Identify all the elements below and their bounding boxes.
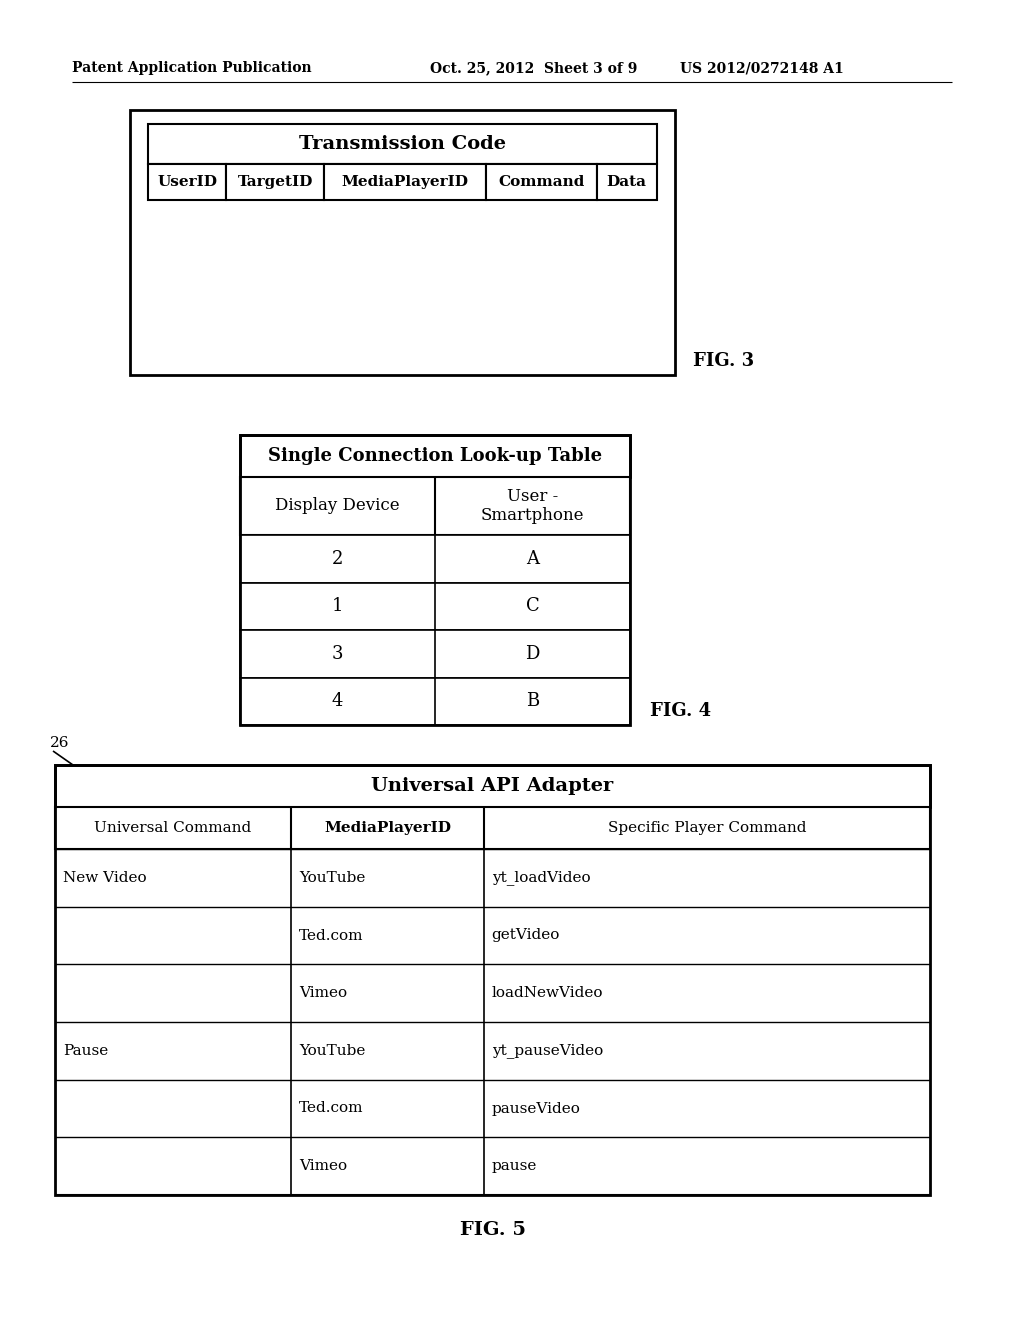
Bar <box>597 164 657 201</box>
Bar <box>485 164 597 201</box>
Text: Specific Player Command: Specific Player Command <box>607 821 806 836</box>
Text: loadNewVideo: loadNewVideo <box>492 986 603 1001</box>
Text: Vimeo: Vimeo <box>299 986 347 1001</box>
Text: Universal Command: Universal Command <box>94 821 252 836</box>
Text: pauseVideo: pauseVideo <box>492 1101 581 1115</box>
Text: Transmission Code: Transmission Code <box>299 135 506 153</box>
Text: Vimeo: Vimeo <box>299 1159 347 1173</box>
Text: YouTube: YouTube <box>299 1044 366 1057</box>
Text: UserID: UserID <box>157 176 217 189</box>
Text: 26: 26 <box>50 737 70 750</box>
Text: Ted.com: Ted.com <box>299 928 364 942</box>
Bar <box>148 164 226 201</box>
Bar <box>240 582 630 630</box>
Text: Display Device: Display Device <box>275 498 399 515</box>
Text: Data: Data <box>607 176 647 189</box>
Bar <box>226 164 325 201</box>
Text: 4: 4 <box>332 692 343 710</box>
Text: B: B <box>526 692 539 710</box>
Bar <box>130 110 675 375</box>
Text: A: A <box>526 549 539 568</box>
Text: Ted.com: Ted.com <box>299 1101 364 1115</box>
Text: FIG. 5: FIG. 5 <box>460 1221 525 1239</box>
Text: MediaPlayerID: MediaPlayerID <box>324 821 451 836</box>
Text: User -
Smartphone: User - Smartphone <box>480 487 585 524</box>
Text: US 2012/0272148 A1: US 2012/0272148 A1 <box>680 61 844 75</box>
Text: D: D <box>525 644 540 663</box>
Text: Universal API Adapter: Universal API Adapter <box>372 777 613 795</box>
Text: New Video: New Video <box>63 871 146 884</box>
Text: FIG. 4: FIG. 4 <box>650 702 711 719</box>
Text: yt_loadVideo: yt_loadVideo <box>492 870 591 886</box>
Text: MediaPlayerID: MediaPlayerID <box>342 176 469 189</box>
Bar <box>240 436 630 477</box>
Text: Patent Application Publication: Patent Application Publication <box>72 61 311 75</box>
Text: Oct. 25, 2012  Sheet 3 of 9: Oct. 25, 2012 Sheet 3 of 9 <box>430 61 637 75</box>
Bar <box>240 436 630 725</box>
Bar <box>240 477 630 535</box>
Bar <box>55 766 930 1195</box>
Bar <box>55 766 930 807</box>
Text: Pause: Pause <box>63 1044 109 1057</box>
Text: C: C <box>525 597 540 615</box>
Bar <box>325 164 485 201</box>
Text: 2: 2 <box>332 549 343 568</box>
Text: TargetID: TargetID <box>238 176 313 189</box>
Bar <box>148 124 657 164</box>
Text: Command: Command <box>498 176 585 189</box>
Bar <box>240 535 630 582</box>
Text: yt_pauseVideo: yt_pauseVideo <box>492 1043 603 1059</box>
Bar <box>240 677 630 725</box>
Text: 3: 3 <box>332 644 343 663</box>
Text: YouTube: YouTube <box>299 871 366 884</box>
Bar <box>55 807 930 849</box>
Text: 1: 1 <box>332 597 343 615</box>
Text: pause: pause <box>492 1159 538 1173</box>
Bar <box>240 630 630 677</box>
Text: FIG. 3: FIG. 3 <box>693 352 754 370</box>
Text: getVideo: getVideo <box>492 928 560 942</box>
Text: Single Connection Look-up Table: Single Connection Look-up Table <box>268 447 602 465</box>
